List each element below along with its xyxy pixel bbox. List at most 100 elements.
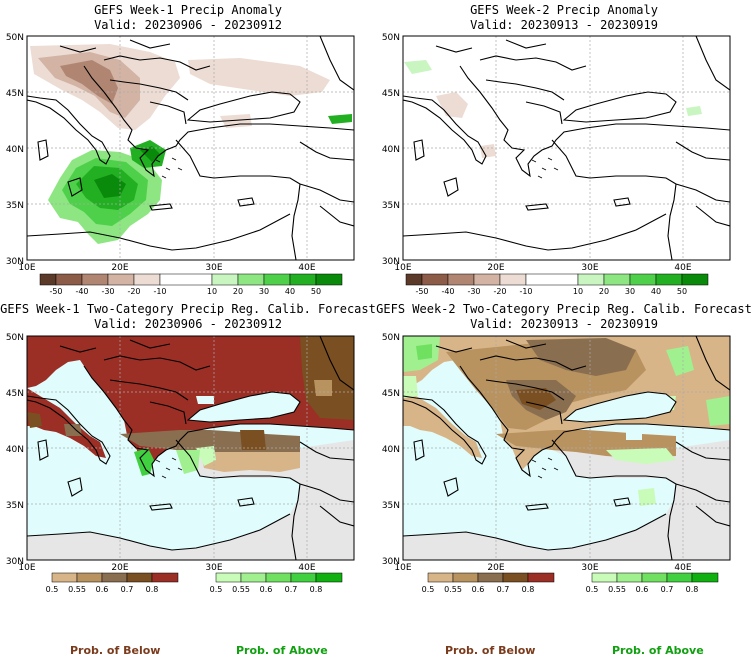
islands: [155, 457, 183, 479]
below-prob-region: [27, 388, 106, 458]
colorbar-label: -40: [75, 287, 88, 296]
below-prob-region: [526, 338, 636, 376]
lat-label: 30N: [6, 257, 24, 267]
lat-label: 45N: [382, 89, 400, 99]
coastlines: [27, 336, 354, 560]
lat-label: 35N: [6, 501, 24, 511]
above-prob-colorbar: 0.5 0.55 0.6 0.7 0.8: [210, 572, 343, 594]
lat-label: 50N: [6, 333, 24, 343]
lat-label: 30N: [382, 557, 400, 567]
footer-prob-above-left: Prob. of Above: [236, 644, 328, 657]
probability-map-week1: 50N 45N 40N 35N 30N 10E 20E 30E 40E 0.5 …: [6, 333, 355, 594]
lat-label: 40N: [6, 445, 24, 455]
below-prob-region: [196, 396, 214, 404]
above-prob-region: [134, 448, 154, 476]
lon-label: 40E: [298, 563, 315, 573]
colorbar-label: 0.6: [260, 585, 273, 594]
colorbar-label: 0.5: [46, 585, 59, 594]
colorbar-label: -20: [493, 287, 506, 296]
lon-label: 20E: [487, 263, 504, 273]
below-prob-colorbar: 0.5 0.55 0.6 0.7 0.8: [422, 572, 555, 594]
below-prob-region: [200, 452, 300, 472]
colorbar-label: 10: [573, 287, 583, 296]
lat-label: 45N: [6, 389, 24, 399]
colorbar-label: -20: [127, 287, 140, 296]
colorbar-label: -30: [101, 287, 114, 296]
colorbar-label: 10: [207, 287, 217, 296]
islands: [531, 457, 559, 479]
panel-title: GEFS Week-1 Precip Anomaly: [94, 3, 282, 17]
above-prob-region: [416, 344, 432, 360]
lat-lon-labels: 50N 45N 40N 35N 30N 10E 20E 30E 40E: [6, 333, 316, 573]
colorbar-label: 0.8: [522, 585, 535, 594]
panel-title: GEFS Week-2 Two-Category Precip Reg. Cal…: [376, 302, 752, 316]
colorbar-label: 0.5: [586, 585, 599, 594]
colorbar-label: 20: [233, 287, 243, 296]
colorbar-label: 0.8: [686, 585, 699, 594]
coastlines: [403, 36, 730, 260]
lon-label: 20E: [487, 563, 504, 573]
below-prob-region: [626, 428, 642, 440]
lon-label: 20E: [111, 263, 128, 273]
colorbar-label: -10: [153, 287, 166, 296]
below-prob-region: [300, 336, 354, 420]
lon-label: 40E: [674, 263, 691, 273]
lat-lon-labels: 50N 45N 40N 35N 30N 10E 20E 30E 40E: [382, 333, 692, 573]
lat-label: 50N: [6, 33, 24, 43]
colorbar-label: -30: [467, 287, 480, 296]
islands: [531, 157, 559, 179]
panel-valid-dates: Valid: 20230913 - 20230919: [470, 18, 658, 32]
below-prob-region: [403, 388, 482, 458]
colorbar-label: 0.6: [636, 585, 649, 594]
above-prob-region: [638, 488, 656, 506]
colorbar-label: -50: [415, 287, 428, 296]
no-data-land: [403, 440, 730, 560]
colorbar-label: 0.6: [96, 585, 109, 594]
lon-label: 30E: [205, 263, 222, 273]
panel-title: GEFS Week-1 Two-Category Precip Reg. Cal…: [0, 302, 376, 316]
panel-valid-dates: Valid: 20230906 - 20230912: [94, 18, 282, 32]
lon-label: 10E: [394, 263, 411, 273]
dry-anomaly-region: [60, 60, 118, 104]
lon-label: 20E: [111, 563, 128, 573]
panel-week2-probability: GEFS Week-2 Two-Category Precip Reg. Cal…: [376, 300, 752, 600]
lon-label: 30E: [581, 563, 598, 573]
lat-label: 35N: [6, 201, 24, 211]
dry-anomaly-region: [480, 144, 496, 158]
lon-label: 10E: [18, 263, 35, 273]
anomaly-map-week1: 50N 45N 40N 35N 30N 10E 20E 30E 40E -50: [6, 33, 355, 296]
above-prob-colorbar: 0.5 0.55 0.6 0.7 0.8: [586, 572, 719, 594]
above-prob-region: [666, 346, 694, 376]
below-prob-colorbar: 0.5 0.55 0.6 0.7 0.8: [46, 572, 179, 594]
wet-anomaly-region: [404, 60, 432, 74]
wet-anomaly-region: [94, 174, 126, 198]
colorbar-label: 30: [259, 287, 269, 296]
footer-prob-below-left: Prob. of Below: [70, 644, 161, 657]
above-prob-region: [403, 376, 418, 398]
below-prob-region: [516, 388, 556, 410]
lat-label: 30N: [382, 257, 400, 267]
probability-map-week2: 50N 45N 40N 35N 30N 10E 20E 30E 40E 0.5 …: [382, 333, 731, 594]
lat-lon-labels: 50N 45N 40N 35N 30N 10E 20E 30E 40E: [382, 33, 692, 273]
lat-label: 50N: [382, 33, 400, 43]
footer-prob-below-right: Prob. of Below: [445, 644, 536, 657]
islands: [155, 157, 183, 179]
colorbar-label: 0.8: [146, 585, 159, 594]
anomaly-colorbar: -50 -40 -30 -20 -10 10 20 30 40 50: [405, 273, 709, 296]
wet-anomaly-region: [328, 114, 352, 124]
lat-label: 40N: [382, 445, 400, 455]
dry-anomaly-region: [436, 92, 468, 118]
coastlines: [403, 336, 730, 560]
lat-label: 40N: [6, 145, 24, 155]
above-prob-region: [196, 446, 216, 466]
colorbar-label: 0.7: [285, 585, 298, 594]
lat-label: 45N: [382, 389, 400, 399]
coastlines: [27, 36, 354, 260]
above-prob-region: [176, 450, 200, 474]
colorbar-label: -40: [441, 287, 454, 296]
below-prob-region: [240, 430, 266, 450]
above-prob-region: [706, 396, 730, 426]
colorbar-label: 0.55: [68, 585, 86, 594]
colorbar-label: 0.7: [661, 585, 674, 594]
anomaly-colorbar: -50 -40 -30 -20 -10 10 20 30 40 50: [39, 273, 343, 296]
